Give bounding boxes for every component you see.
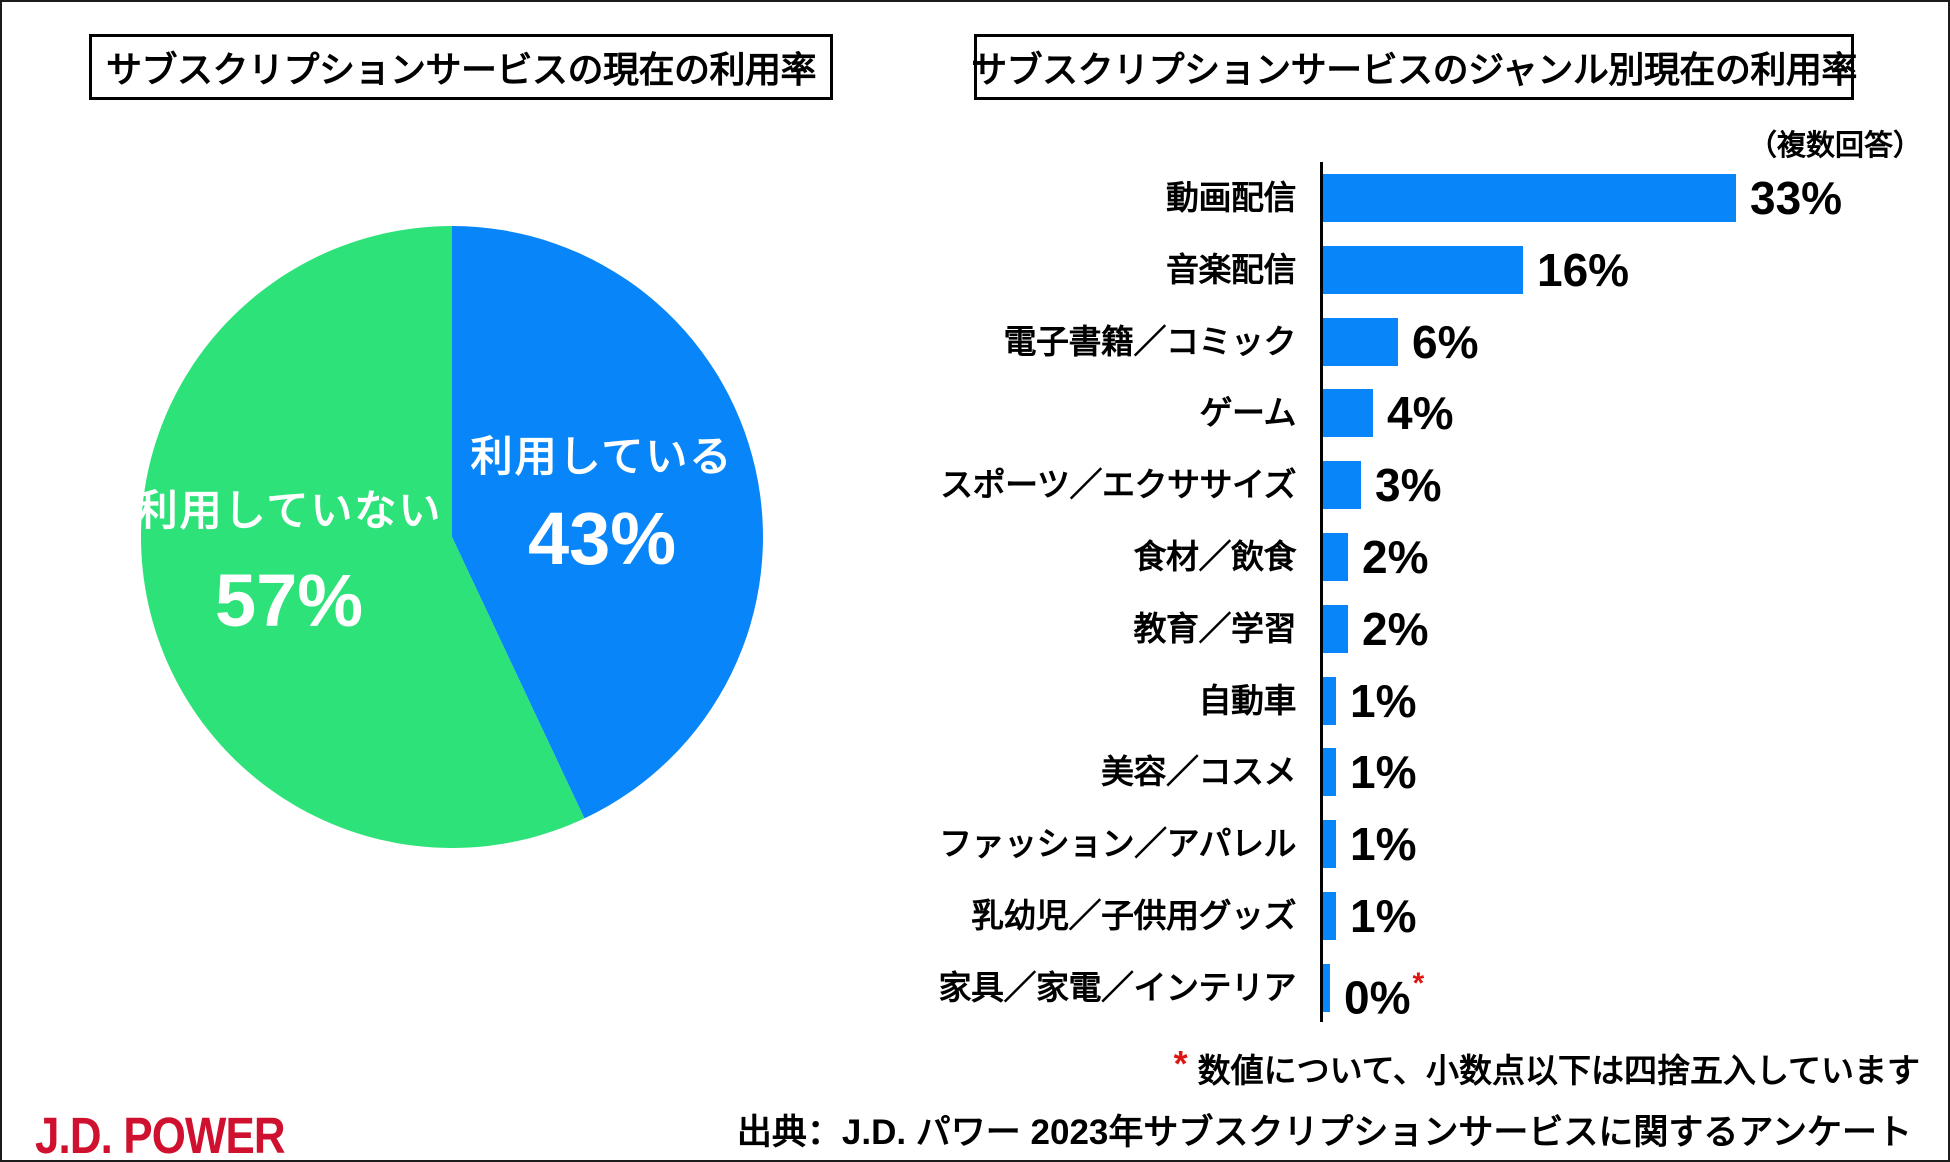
bar-value-11: 0%* — [1344, 966, 1425, 1024]
bar-value-0: 33% — [1750, 172, 1843, 224]
bar-1 — [1323, 245, 1523, 294]
bar-3 — [1323, 389, 1373, 438]
bar-chart-title: サブスクリプションサービスのジャンル別現在の利用率 — [971, 34, 1857, 100]
pie-slice-0 — [452, 226, 763, 819]
bar-value-2: 6% — [1412, 315, 1479, 368]
pie-slice-label-1: 利用していない — [135, 487, 443, 534]
bar-category-2: 電子書籍／コミック — [1003, 322, 1297, 360]
bar-category-0: 動画配信 — [1166, 179, 1297, 216]
pie-slice-1 — [140, 226, 585, 848]
bar-value-asterisk-icon: * — [1412, 966, 1425, 1000]
bar-4 — [1323, 461, 1361, 510]
bar-category-6: 教育／学習 — [1133, 609, 1297, 647]
pie-chart — [140, 226, 763, 848]
bar-category-5: 食材／飲食 — [1133, 538, 1297, 575]
bar-category-7: 自動車 — [1198, 681, 1297, 719]
pie-slice-label-0: 利用している — [470, 433, 734, 480]
bar-0 — [1323, 174, 1736, 222]
bar-6 — [1323, 604, 1348, 653]
bar-value-7: 1% — [1350, 674, 1417, 727]
source-citation: 出典：J.D. パワー 2023年サブスクリプションサービスに関するアンケート — [736, 1113, 1912, 1152]
pie-svg — [140, 226, 763, 848]
bar-category-11: 家具／家電／インテリア — [938, 968, 1297, 1006]
footnote-text: 数値について、小数点以下は四捨五入しています — [1197, 1052, 1920, 1089]
bar-value-6: 2% — [1362, 602, 1429, 655]
bar-value-9: 1% — [1350, 818, 1417, 871]
bar-category-4: スポーツ／エクササイズ — [940, 466, 1296, 504]
bar-value-3: 4% — [1387, 387, 1454, 440]
bar-5 — [1323, 533, 1348, 581]
pie-slice-value-0: 43% — [527, 497, 677, 580]
bar-chart-plot-area: 33% 16% 6% 4% 3% 2% 2% 1% 1% 1% 1% 0%* — [1320, 162, 1948, 1022]
pie-chart-title: サブスクリプションサービスの現在の利用率 — [89, 34, 833, 100]
bar-category-10: 乳幼児／子供用グッズ — [971, 897, 1297, 934]
bar-2 — [1323, 317, 1398, 366]
footnote-asterisk-icon: * — [1173, 1043, 1188, 1084]
bar-category-9: ファッション／アパレル — [939, 825, 1296, 863]
bar-8 — [1323, 748, 1336, 797]
bar-10 — [1323, 892, 1336, 940]
bar-value-8: 1% — [1350, 746, 1417, 799]
bar-value-4: 3% — [1375, 459, 1442, 512]
bar-9 — [1323, 820, 1336, 869]
bar-value-1: 16% — [1537, 243, 1630, 296]
footnote: * 数値について、小数点以下は四捨五入しています — [1173, 1043, 1920, 1092]
bar-value-5: 2% — [1362, 531, 1429, 583]
bar-11 — [1323, 963, 1330, 1012]
pie-slice-value-1: 57% — [214, 559, 364, 642]
bar-category-8: 美容／コスメ — [1101, 753, 1297, 791]
multiple-answers-note: （複数回答） — [1747, 130, 1922, 162]
bar-7 — [1323, 676, 1336, 725]
bar-category-3: ゲーム — [1199, 394, 1296, 432]
jdpower-logo: J.D. POWER — [35, 1107, 286, 1162]
bar-category-1: 音楽配信 — [1166, 250, 1297, 288]
bar-value-10: 1% — [1350, 890, 1417, 942]
